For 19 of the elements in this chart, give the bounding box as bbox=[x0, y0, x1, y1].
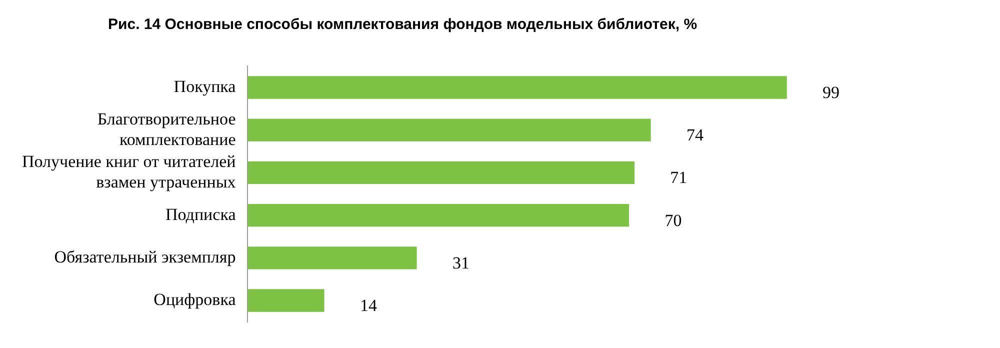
data-label: 70 bbox=[664, 210, 682, 230]
bar bbox=[248, 118, 651, 142]
bar bbox=[248, 76, 787, 99]
chart-title: Рис. 14 Основные способы комплектования фондов модельных библиотек, % bbox=[108, 16, 698, 33]
data-label: 71 bbox=[670, 168, 688, 188]
bar bbox=[248, 204, 630, 227]
y-tick-label: Получение книг от читателей взамен утраченных bbox=[22, 152, 236, 192]
data-label: 74 bbox=[686, 126, 704, 145]
y-tick-label: Обязательный экземпляр bbox=[54, 247, 236, 266]
data-label: 31 bbox=[452, 253, 470, 272]
bar bbox=[248, 289, 324, 312]
y-tick-label: Подписка bbox=[166, 204, 236, 224]
data-label: 99 bbox=[822, 82, 840, 102]
bar bbox=[248, 161, 634, 184]
bar bbox=[248, 246, 417, 270]
y-tick-label: Оцифровка bbox=[154, 290, 236, 309]
y-tick-label: Благотворительное комплектование bbox=[97, 109, 236, 149]
y-tick-label: Покупка bbox=[174, 76, 236, 96]
data-label: 14 bbox=[360, 296, 378, 315]
